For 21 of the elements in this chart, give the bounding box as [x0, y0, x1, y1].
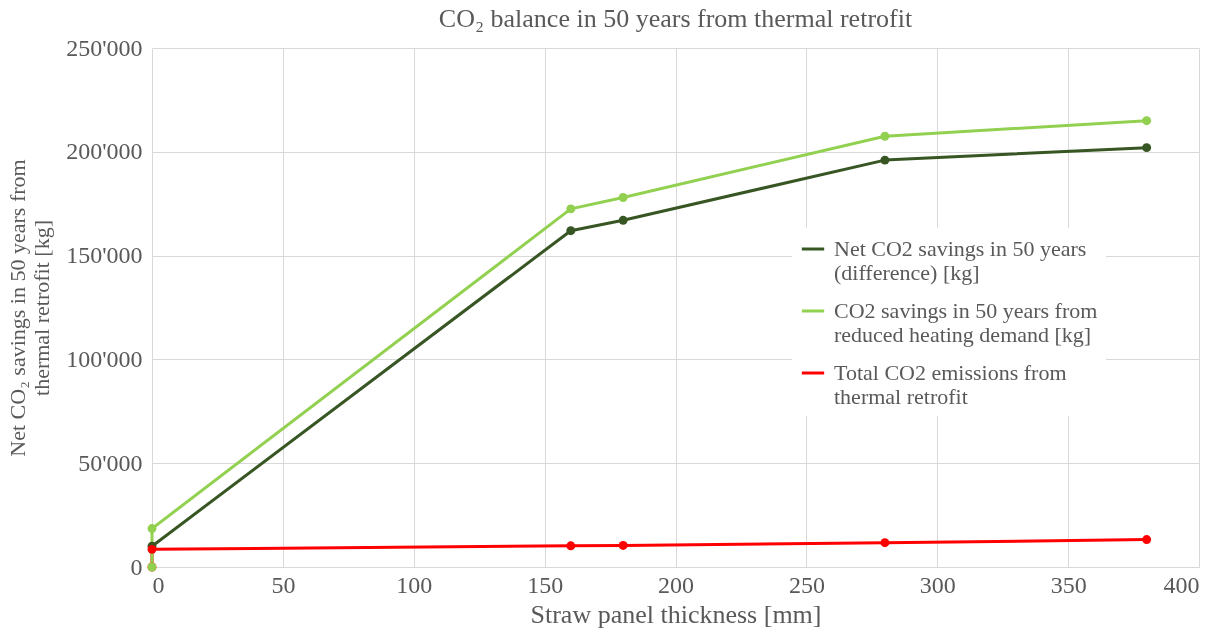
legend-label: Net CO2 savings in 50 years (difference) [kg] [834, 236, 1087, 285]
x-tick-label: 0 [152, 571, 165, 598]
x-tick-label: 100 [396, 571, 433, 598]
legend-label: CO2 savings in 50 years from reduced heating demand [kg] [834, 298, 1098, 347]
x-tick-label: 150 [527, 571, 564, 598]
x-tick-label: 300 [919, 571, 956, 598]
y-axis-title: Net CO₂ savings in 50 years from thermal retrofit [kg] [5, 159, 55, 457]
x-tick-label: 250 [788, 571, 825, 598]
x-tick-label: 350 [1050, 571, 1087, 598]
x-tick-label: 50 [271, 571, 296, 598]
y-tick-label: 0 [130, 553, 143, 580]
x-tick-label: 200 [658, 571, 694, 598]
y-tick-label: 100'000 [66, 345, 143, 372]
x-axis-title: Straw panel thickness [mm] [530, 599, 822, 629]
y-tick-label: 50'000 [78, 449, 143, 476]
y-tick-label: 250'000 [66, 34, 143, 61]
y-tick-label: 200'000 [66, 138, 143, 165]
legend-label: Total CO2 emissions from thermal retrofit [834, 360, 1067, 409]
chart-title: CO₂ balance in 50 years from thermal retrofit [438, 4, 913, 33]
x-tick-label: 400 [1163, 571, 1200, 598]
y-tick-label: 150'000 [66, 242, 143, 269]
